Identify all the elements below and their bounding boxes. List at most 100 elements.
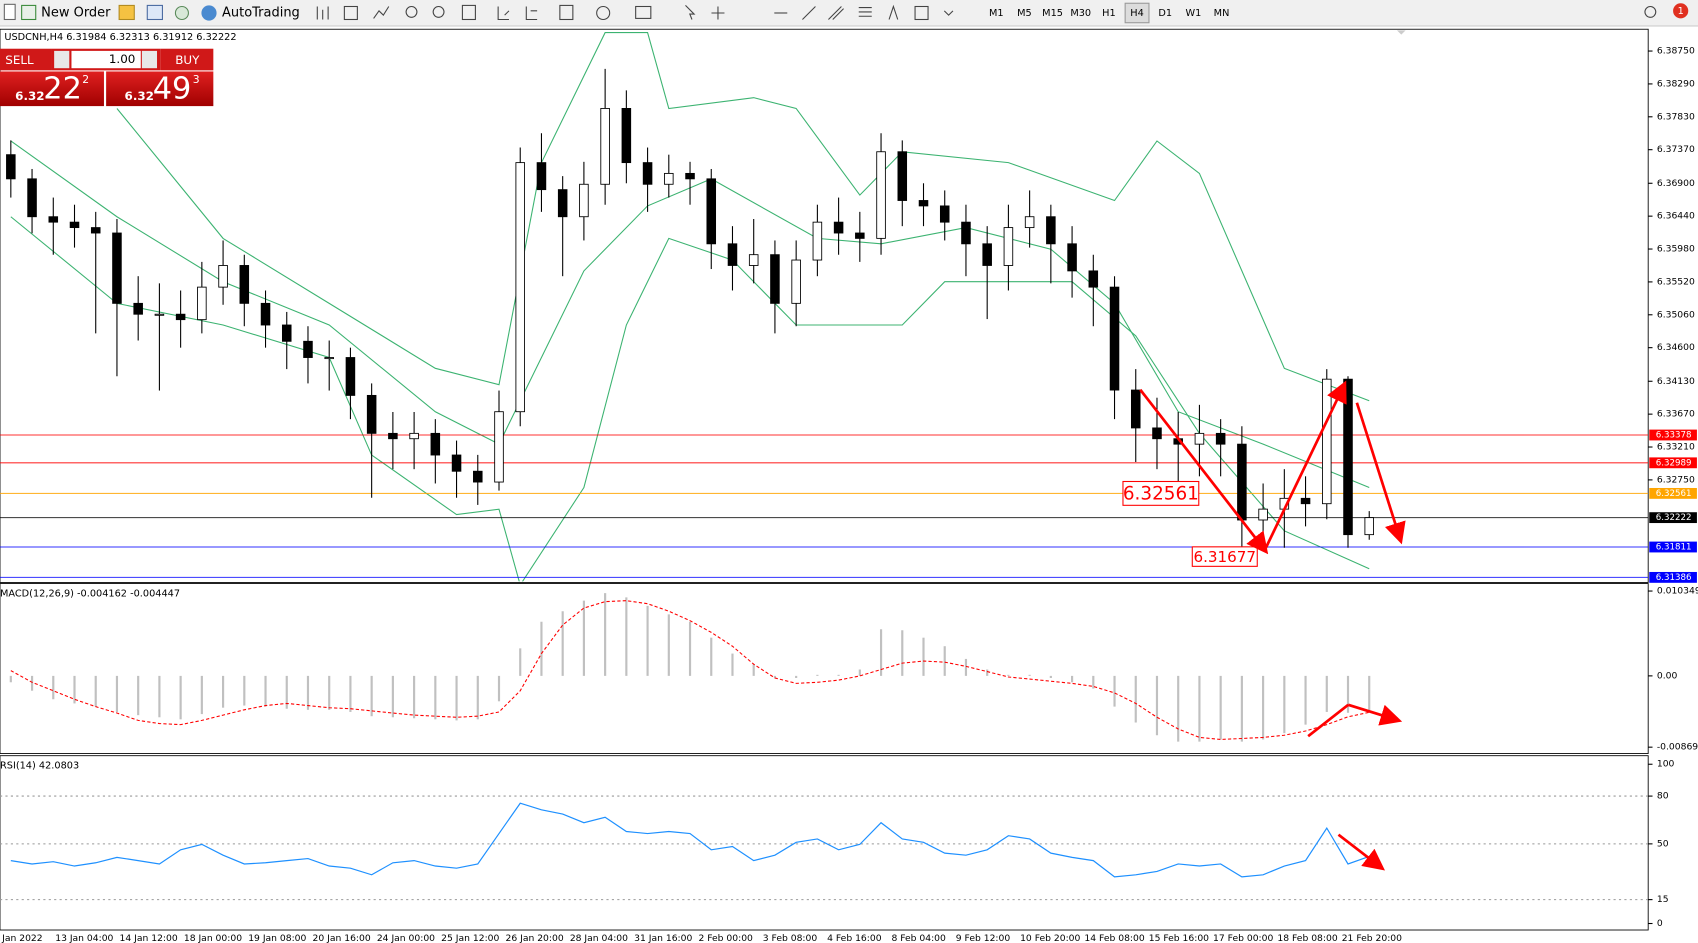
lot-up[interactable] (141, 50, 158, 69)
y-tick-label: 50 (1657, 838, 1669, 849)
icon[interactable] (174, 5, 189, 21)
new-order-button[interactable]: New Order (41, 5, 111, 20)
timeframe-button[interactable]: M1 (989, 8, 1004, 19)
line-chart-icon[interactable] (373, 6, 390, 19)
x-tick-label: 8 Feb 04:00 (891, 933, 946, 943)
arrow (1337, 833, 1385, 871)
bid-pips: 22 (43, 71, 82, 106)
candle-body (939, 205, 950, 223)
cursor-icon[interactable] (685, 5, 696, 20)
candle-body (409, 432, 419, 440)
autotrading-button[interactable]: AutoTrading (222, 5, 300, 20)
price-level-label: 6.32561 (1656, 489, 1692, 499)
candle-body (1003, 227, 1014, 266)
bar-chart-icon[interactable] (316, 6, 329, 20)
tool-icons (316, 4, 1657, 21)
notification-badge[interactable] (1673, 3, 1689, 19)
lot-down[interactable] (54, 50, 70, 69)
y-tick-label: 6.37830 (1657, 111, 1695, 122)
y-tick-label: 6.36900 (1657, 178, 1695, 189)
crosshair-icon[interactable] (711, 6, 725, 20)
price-annotation: 6.32561 (1123, 483, 1199, 504)
candle-body (833, 221, 844, 234)
shift-icon[interactable] (525, 6, 538, 21)
price-level-tag (1649, 571, 1697, 583)
ask-box[interactable] (106, 71, 214, 107)
candle-body (1215, 432, 1226, 445)
timeframe-button[interactable]: H4 (1130, 8, 1144, 19)
y-tick-label: 6.35060 (1657, 309, 1695, 320)
zoom-in[interactable] (405, 5, 418, 18)
y-tick-label: 80 (1657, 791, 1669, 802)
macd-title: MACD(12,26,9) -0.004162 -0.004447 (0, 588, 180, 599)
channel-icon[interactable] (828, 6, 844, 20)
candle-body (557, 189, 568, 218)
candle-body (791, 259, 801, 304)
panel-plot (0, 795, 1649, 901)
templates-icon[interactable] (635, 5, 652, 19)
candle-body (366, 394, 377, 434)
lot-value[interactable]: 1.00 (109, 52, 136, 66)
ask-pips: 49 (153, 71, 192, 106)
price-level-label: 6.33378 (1656, 431, 1692, 441)
candle-body (1024, 216, 1035, 229)
y-tick-label: 6.38290 (1657, 78, 1695, 89)
price-level-tag (1649, 512, 1697, 524)
timeframe-button[interactable]: M5 (1017, 8, 1032, 19)
x-tick-label: 14 Feb 08:00 (1084, 933, 1144, 943)
trendline-icon[interactable] (802, 6, 816, 20)
candle-body (90, 227, 101, 234)
zoom-out[interactable] (432, 5, 445, 18)
timeframe-button[interactable]: MN (1214, 8, 1230, 19)
fibo-icon[interactable] (858, 7, 872, 17)
new-order-icon[interactable] (21, 4, 37, 21)
timeframe-button[interactable]: M30 (1070, 8, 1091, 19)
x-tick-label: 26 Jan 20:00 (506, 933, 564, 943)
x-tick-label: 25 Jan 12:00 (441, 933, 499, 943)
price-level-tag (1649, 457, 1697, 469)
candle-body (1343, 378, 1353, 536)
x-tick-label: 18 Jan 00:00 (184, 933, 242, 943)
candle-body (897, 151, 908, 201)
arrows-icon[interactable] (943, 10, 954, 16)
indicators-icon[interactable] (559, 4, 574, 21)
periods-icon[interactable] (596, 5, 611, 21)
price-annotation-box (1122, 480, 1200, 506)
icon[interactable] (146, 4, 163, 21)
candle-body (1300, 497, 1311, 505)
candle-icon[interactable] (343, 5, 358, 21)
buy-button[interactable] (160, 48, 214, 71)
label-icon[interactable] (914, 5, 929, 21)
timeframe-button[interactable]: H1 (1102, 8, 1116, 19)
autoscroll-icon[interactable] (497, 6, 510, 21)
icon[interactable] (3, 3, 16, 21)
sell-button[interactable] (0, 48, 52, 71)
candle-body (1258, 508, 1268, 521)
timeframe-button[interactable]: W1 (1185, 8, 1201, 19)
autotrading-icon[interactable] (201, 5, 217, 21)
lot-field[interactable] (71, 50, 141, 69)
tile-icon[interactable] (461, 4, 476, 21)
candle-body (1237, 443, 1247, 521)
panel-plot (0, 32, 1649, 582)
bid-box[interactable] (0, 71, 104, 107)
bollinger-band (10, 140, 1370, 489)
candle-body (69, 221, 80, 229)
search-icon[interactable] (1644, 5, 1657, 18)
candle-body (1088, 270, 1099, 288)
toolbar: New Order AutoTrading (0, 0, 1698, 27)
buy-label[interactable]: BUY (175, 53, 200, 67)
timeframe-button[interactable]: D1 (1158, 8, 1172, 19)
candle-body (197, 286, 207, 321)
sell-label[interactable]: SELL (5, 53, 34, 67)
candle-body (1152, 427, 1162, 440)
timeframe-button[interactable]: M15 (1042, 8, 1063, 19)
text-icon[interactable] (888, 4, 899, 20)
candle-body (982, 243, 992, 266)
candle-body (175, 313, 186, 321)
candle-body (1364, 517, 1374, 536)
x-tick-label: 17 Feb 00:00 (1213, 933, 1273, 943)
plot-layer: Jan 2022 13 Jan 04:00 14 Jan 12:00 18 Jan 0… (0, 32, 1698, 943)
active-timeframe[interactable] (1124, 2, 1150, 24)
icon[interactable] (118, 4, 135, 21)
